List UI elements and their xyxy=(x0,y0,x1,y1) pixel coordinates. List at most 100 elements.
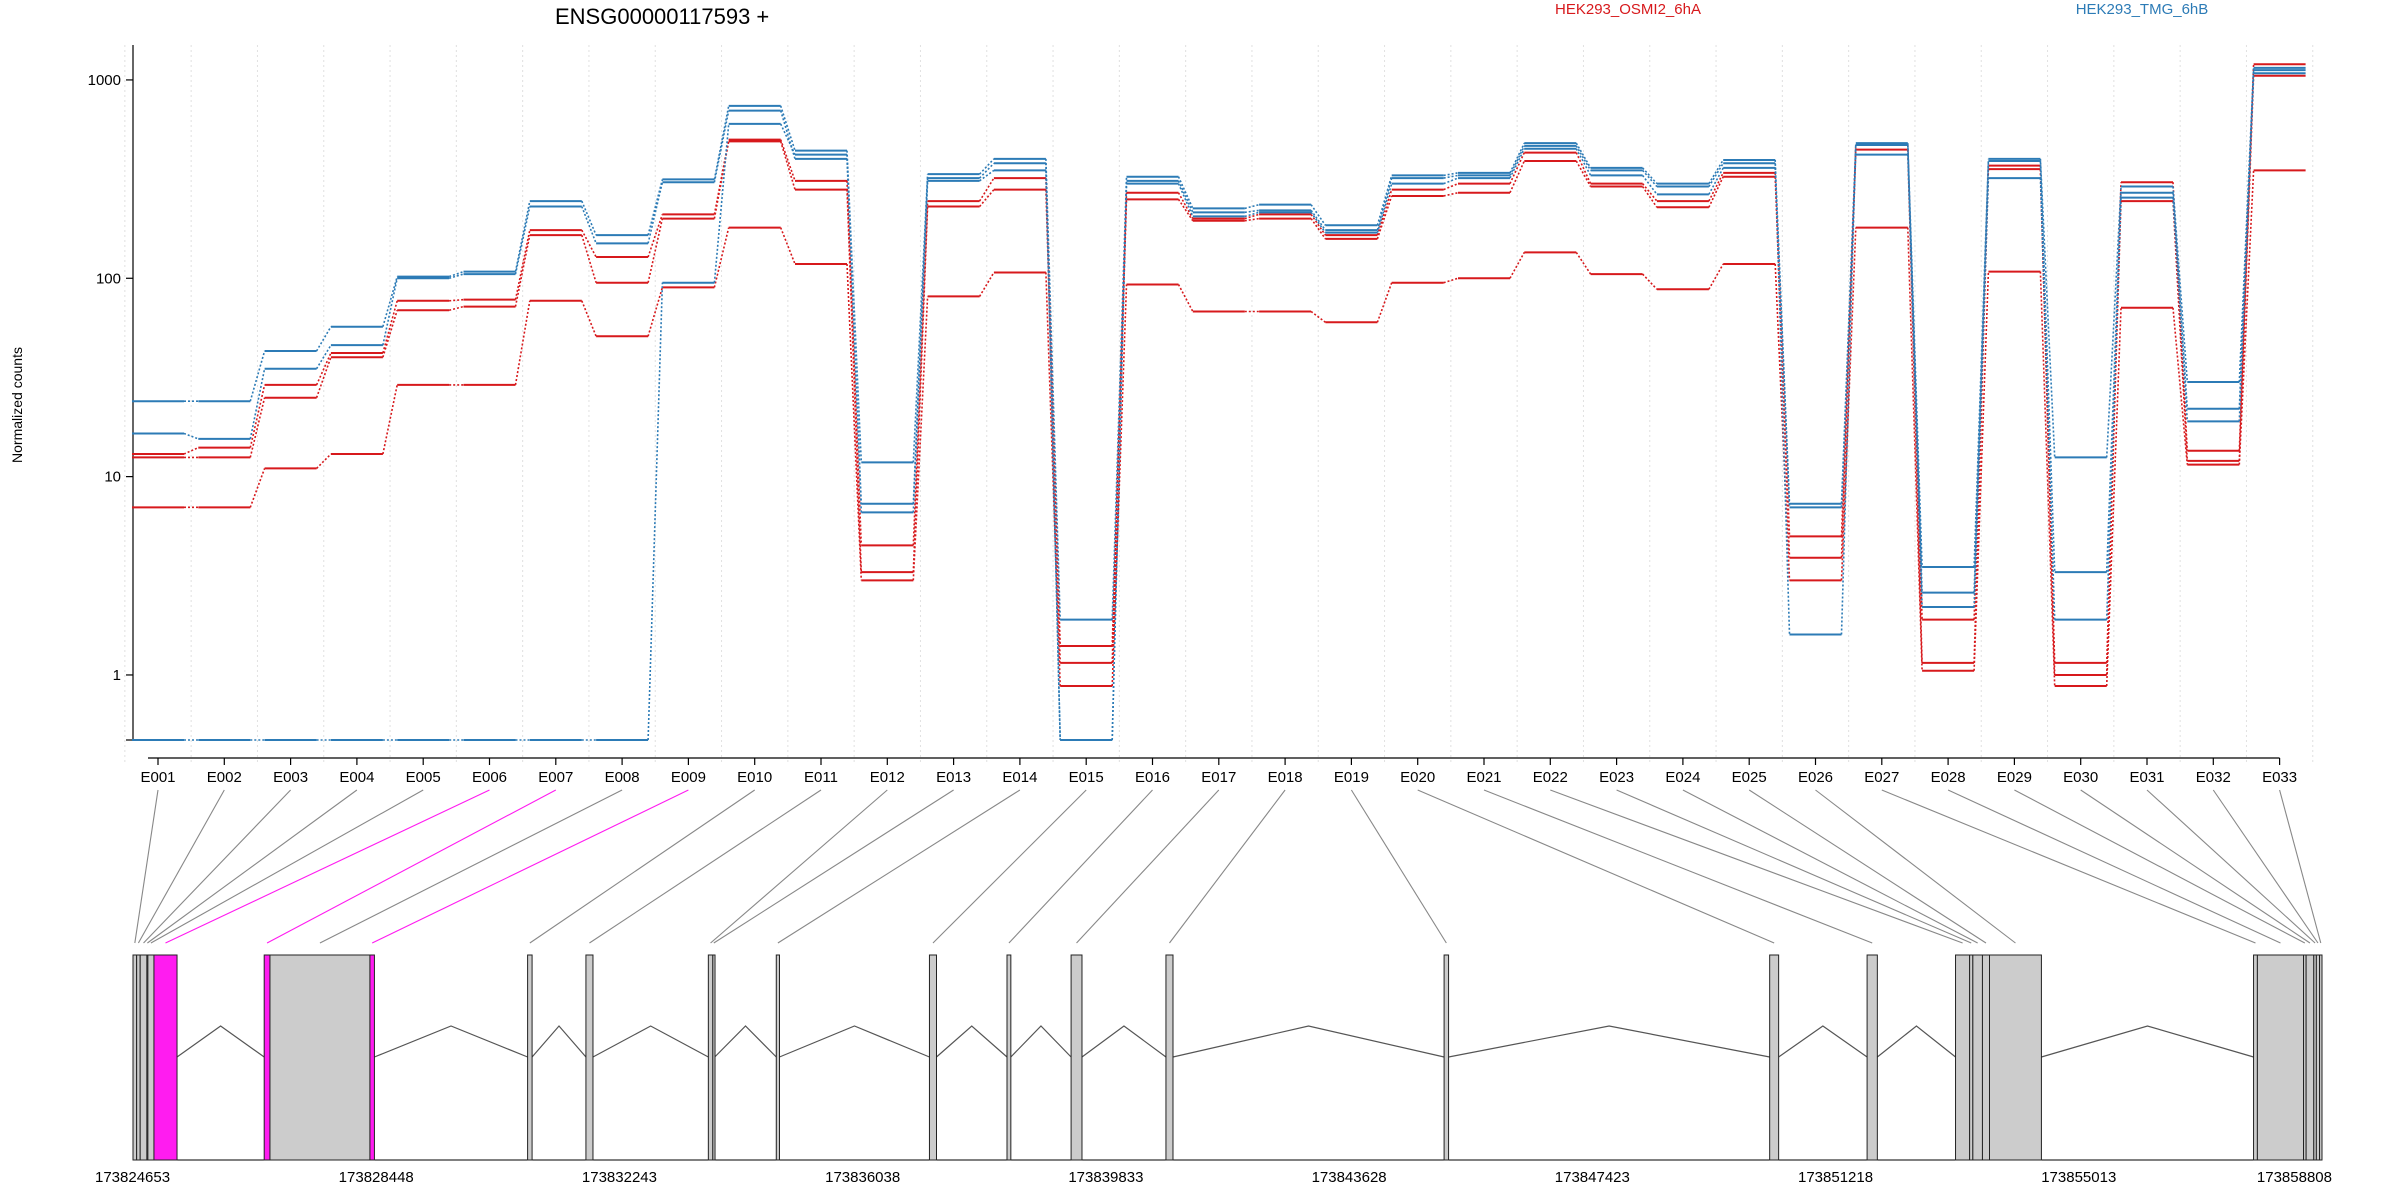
x-tick-label: E033 xyxy=(2262,769,2297,786)
connector-E029 xyxy=(2014,789,2306,944)
exon-box-E033 xyxy=(2319,954,2323,1161)
x-tick-label: E006 xyxy=(472,769,507,786)
connector-E013 xyxy=(713,789,954,944)
series-link xyxy=(2039,158,2056,458)
connector-E028 xyxy=(1947,789,2281,944)
series-link xyxy=(183,432,199,440)
x-tick-label: E010 xyxy=(737,769,772,786)
exon-box-E028 xyxy=(2256,954,2305,1161)
series-link xyxy=(1509,252,1526,279)
series-link xyxy=(316,453,332,469)
series-link xyxy=(1177,180,1194,213)
x-tick-label: E023 xyxy=(1599,769,1634,786)
connector-E024 xyxy=(1682,789,1978,944)
x-tick-label: E005 xyxy=(406,769,441,786)
exon-box-E018 xyxy=(1165,954,1174,1161)
series-link xyxy=(1443,174,1459,179)
exon-box-E017 xyxy=(1070,954,1083,1161)
coordinate-axis: 173824653 173828448 173832243 173836038 1738… xyxy=(95,1169,2332,1186)
header: ENSG00000117593 + HEK293_OSMI2_6hA HEK29… xyxy=(555,1,2208,29)
series-link xyxy=(912,206,929,573)
x-tick-label: E014 xyxy=(1002,769,1037,786)
series-link xyxy=(912,174,929,463)
intron-line xyxy=(531,1025,587,1058)
series-link xyxy=(1443,191,1459,197)
coordinate-label: 173855013 xyxy=(2041,1169,2116,1186)
series-link xyxy=(979,158,995,175)
series-2 xyxy=(132,74,2306,664)
connector-E015 xyxy=(932,789,1087,944)
series-link xyxy=(912,296,929,581)
x-tick-label: E021 xyxy=(1466,769,1501,786)
x-tick-label: E032 xyxy=(2196,769,2231,786)
intron-line xyxy=(374,1025,528,1058)
coordinate-label: 173858808 xyxy=(2257,1169,2332,1186)
series-link xyxy=(581,206,597,244)
series-link xyxy=(846,263,863,581)
x-tick-label: E027 xyxy=(1864,769,1899,786)
series-link xyxy=(2039,178,2056,620)
series-link xyxy=(1509,160,1526,194)
series-link xyxy=(1310,310,1326,323)
series-link xyxy=(1575,142,1592,169)
series-link xyxy=(1708,172,1724,202)
series-link xyxy=(1443,277,1459,284)
series-link xyxy=(1310,211,1327,234)
coordinate-label: 173836038 xyxy=(825,1169,900,1186)
exon-box-E014 xyxy=(775,954,780,1161)
series-link xyxy=(1509,152,1526,184)
series-link xyxy=(1907,154,1923,608)
series-link xyxy=(2238,67,2255,383)
series-link xyxy=(581,229,597,258)
x-tick-label: E029 xyxy=(1997,769,2032,786)
x-tick-label: E026 xyxy=(1798,769,1833,786)
series-link xyxy=(382,278,398,346)
intron-line xyxy=(1778,1025,1868,1058)
connector-E007 xyxy=(266,789,557,944)
series-link xyxy=(1244,217,1260,222)
y-axis: 1 10 100 1000 xyxy=(88,45,134,741)
series-link xyxy=(779,139,796,182)
series-link xyxy=(713,139,730,215)
series-link xyxy=(249,384,266,448)
exon-box-E010 xyxy=(527,954,533,1161)
coordinate-label: 173843628 xyxy=(1312,1169,1387,1186)
x-tick-label: E022 xyxy=(1533,769,1568,786)
x-tick-label: E009 xyxy=(671,769,706,786)
connector-E032 xyxy=(2212,789,2319,944)
series-link xyxy=(382,276,398,327)
series-link xyxy=(1376,282,1393,323)
series-link xyxy=(1443,172,1459,177)
series-link xyxy=(1177,198,1194,222)
series-link xyxy=(514,300,531,386)
x-tick-label: E003 xyxy=(273,769,308,786)
series-link xyxy=(2172,201,2189,461)
series-link xyxy=(1840,227,1857,581)
connector-E008 xyxy=(319,789,623,944)
series-link xyxy=(1973,271,1990,671)
series-link xyxy=(647,218,664,283)
x-tick-label: E025 xyxy=(1732,769,1767,786)
series-link xyxy=(1376,195,1393,240)
x-tick-label: E017 xyxy=(1201,769,1236,786)
series-link xyxy=(1177,183,1194,217)
series-link xyxy=(1244,211,1260,218)
coordinate-label: 173847423 xyxy=(1555,1169,1630,1186)
series-link xyxy=(514,234,531,307)
series-link xyxy=(1310,209,1327,231)
series-link xyxy=(713,123,730,283)
series-link xyxy=(1642,273,1658,290)
series-link xyxy=(448,273,464,280)
series-link xyxy=(1642,167,1658,185)
y-tick-label: 1 xyxy=(113,667,121,684)
series-link xyxy=(1708,167,1724,195)
series-5 xyxy=(132,69,2306,741)
x-tick-label: E012 xyxy=(870,769,905,786)
series-link xyxy=(1907,227,1923,671)
intron-line xyxy=(1448,1025,1770,1058)
x-tick-label: E031 xyxy=(2129,769,2164,786)
series-link xyxy=(779,141,796,190)
series-link xyxy=(1111,284,1128,687)
series-link xyxy=(846,150,863,463)
